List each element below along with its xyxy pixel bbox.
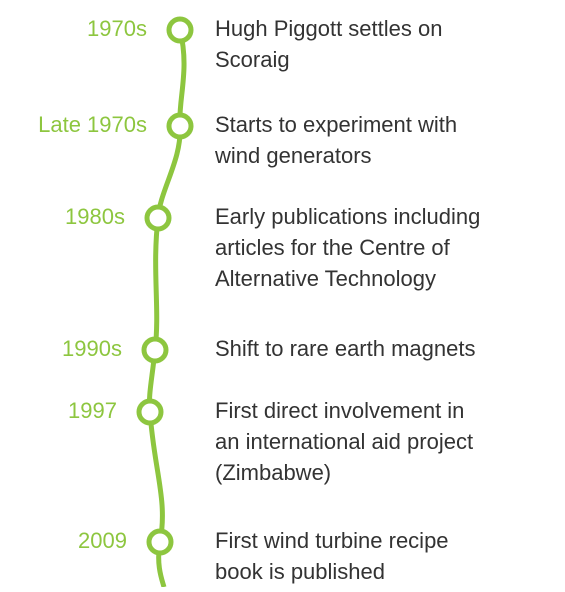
event-description: Hugh Piggott settles on bbox=[215, 16, 442, 41]
event-description: First direct involvement in bbox=[215, 398, 464, 423]
timeline-node bbox=[166, 112, 194, 140]
timeline-node bbox=[146, 528, 174, 556]
event-description: Starts to experiment with bbox=[215, 112, 457, 137]
event-date: 1980s bbox=[65, 204, 125, 229]
event-description: wind generators bbox=[214, 143, 372, 168]
event-description: Early publications including bbox=[215, 204, 480, 229]
event-description: book is published bbox=[215, 559, 385, 584]
timeline-node bbox=[136, 398, 164, 426]
event-date: 1970s bbox=[87, 16, 147, 41]
event-description: Shift to rare earth magnets bbox=[215, 336, 475, 361]
event-date: Late 1970s bbox=[38, 112, 147, 137]
timeline-node bbox=[144, 204, 172, 232]
event-description: an international aid project bbox=[215, 429, 473, 454]
event-description: Scoraig bbox=[215, 47, 290, 72]
event-description: articles for the Centre of bbox=[215, 235, 451, 260]
event-date: 1997 bbox=[68, 398, 117, 423]
event-date: 1990s bbox=[62, 336, 122, 361]
timeline-node bbox=[166, 16, 194, 44]
timeline-node bbox=[141, 336, 169, 364]
event-description: Alternative Technology bbox=[215, 266, 436, 291]
event-description: (Zimbabwe) bbox=[215, 460, 331, 485]
event-description: First wind turbine recipe bbox=[215, 528, 449, 553]
event-date: 2009 bbox=[78, 528, 127, 553]
